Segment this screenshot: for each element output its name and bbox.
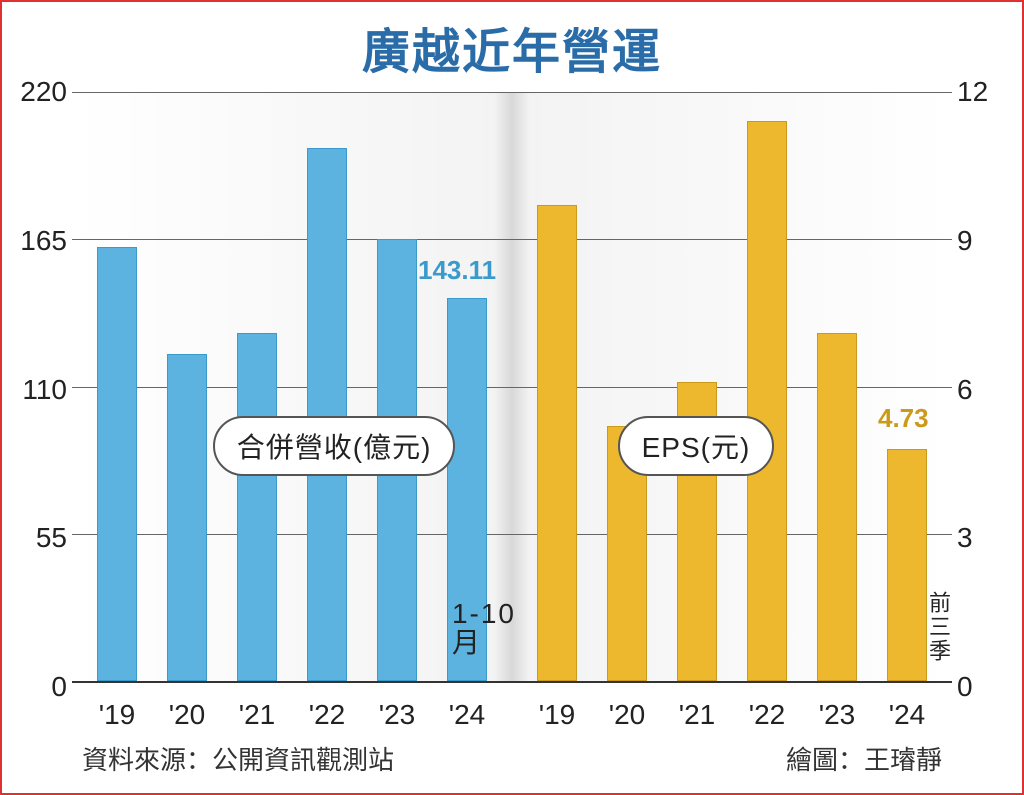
bar-slot <box>82 92 152 681</box>
x-tick: '20 <box>592 699 662 731</box>
bars-row: 143.11 1-10月 4.73 前三季 <box>72 92 952 681</box>
x-tick: '22 <box>292 699 362 731</box>
source-label: 資料來源：公開資訊觀測站 <box>82 740 394 777</box>
bar-right-3 <box>747 121 788 681</box>
bar-value-label-right: 4.73 <box>878 403 929 434</box>
y-left-tick: 0 <box>12 671 67 703</box>
bar-right-4 <box>817 333 858 682</box>
bar-right-0 <box>537 205 578 681</box>
x-tick: '24 <box>432 699 502 731</box>
bar-slot <box>802 92 872 681</box>
right-panel: 4.73 前三季 <box>512 92 952 681</box>
bar-value-label-left: 143.11 <box>418 255 496 286</box>
y-right-tick: 12 <box>957 76 1012 108</box>
bar-left-3 <box>307 148 348 681</box>
bar-note-right: 前三季 <box>926 591 950 663</box>
x-tick: '19 <box>522 699 592 731</box>
bar-note-left: 1-10月 <box>452 599 516 658</box>
bar-right-5 <box>887 449 928 681</box>
legend-left: 合併營收(億元) <box>213 416 456 476</box>
x-tick: '22 <box>732 699 802 731</box>
bar-left-2 <box>237 333 278 681</box>
bar-slot <box>522 92 592 681</box>
x-panel-left: '19 '20 '21 '22 '23 '24 <box>72 699 512 731</box>
x-tick: '20 <box>152 699 222 731</box>
bar-slot <box>152 92 222 681</box>
chart-title: 廣越近年營運 <box>2 2 1022 82</box>
x-tick: '24 <box>872 699 942 731</box>
y-right-tick: 9 <box>957 225 1012 257</box>
bar-slot <box>592 92 662 681</box>
left-panel: 143.11 1-10月 <box>72 92 512 681</box>
y-right-tick: 3 <box>957 522 1012 554</box>
x-tick: '23 <box>802 699 872 731</box>
bar-slot <box>732 92 802 681</box>
y-left-tick: 55 <box>12 522 67 554</box>
chart-frame: 廣越近年營運 220 165 110 55 0 12 9 6 3 0 143.1… <box>0 0 1024 795</box>
credit-label: 繪圖：王璿靜 <box>786 740 942 777</box>
bar-left-0 <box>97 247 138 681</box>
legend-right: EPS(元) <box>618 416 775 476</box>
x-tick: '19 <box>82 699 152 731</box>
x-tick: '21 <box>222 699 292 731</box>
y-right-tick: 0 <box>957 671 1012 703</box>
y-left-tick: 110 <box>12 374 67 406</box>
bar-slot <box>292 92 362 681</box>
bar-slot <box>362 92 432 681</box>
x-panel-right: '19 '20 '21 '22 '23 '24 <box>512 699 952 731</box>
bar-slot: 143.11 1-10月 <box>432 92 502 681</box>
footer: 資料來源：公開資訊觀測站 繪圖：王璿靜 <box>82 740 942 777</box>
bar-slot <box>222 92 292 681</box>
plot-area: 143.11 1-10月 4.73 前三季 合併營收(億元) EPS(元) <box>72 92 952 683</box>
y-left-tick: 220 <box>12 76 67 108</box>
y-right-tick: 6 <box>957 374 1012 406</box>
bar-left-1 <box>167 354 208 681</box>
y-left-tick: 165 <box>12 225 67 257</box>
x-tick: '23 <box>362 699 432 731</box>
x-tick: '21 <box>662 699 732 731</box>
x-axis: '19 '20 '21 '22 '23 '24 '19 '20 '21 '22 … <box>72 699 952 731</box>
bar-slot <box>662 92 732 681</box>
bar-slot: 4.73 前三季 <box>872 92 942 681</box>
